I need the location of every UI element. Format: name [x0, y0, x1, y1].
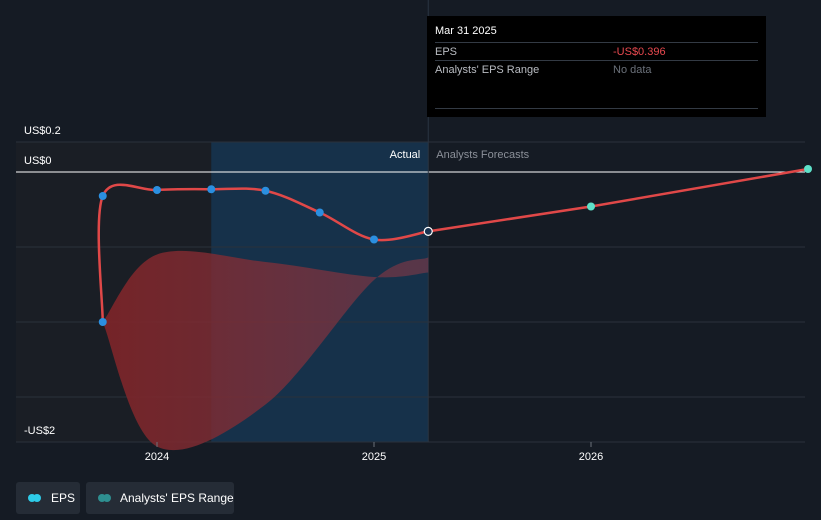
actual-label: Actual — [390, 149, 421, 161]
tooltip-range-label: Analysts' EPS Range — [435, 64, 540, 76]
x-tick-label: 2025 — [362, 451, 386, 463]
tooltip-row-eps: EPS -US$0.396 — [435, 42, 758, 61]
y-tick-label: US$0.2 — [24, 125, 61, 137]
eps-forecast-line — [428, 167, 809, 233]
eps-marker — [207, 185, 216, 194]
eps-markers — [98, 165, 812, 326]
eps-forecast-marker — [587, 202, 595, 211]
eps-marker — [315, 208, 324, 217]
axis-labels: US$0.2 US$0 -US$2 2024 2025 2026 Actual Analyst… — [24, 125, 603, 463]
legend-range-dot-icon-2 — [103, 494, 111, 502]
legend-eps[interactable]: EPS — [16, 482, 80, 514]
x-tick-label: 2024 — [145, 451, 169, 463]
tooltip: Mar 31 2025 EPS -US$0.396 Analysts' EPS … — [427, 16, 766, 117]
eps-marker — [370, 235, 378, 244]
gridlines — [16, 0, 805, 443]
tooltip-date: Mar 31 2025 — [435, 25, 497, 37]
legend-eps-range[interactable]: Analysts' EPS Range — [86, 482, 234, 514]
legend-range-label: Analysts' EPS Range — [120, 491, 234, 505]
legend-range-dot-icon — [98, 494, 106, 502]
legend-eps-dot-icon-2 — [33, 494, 41, 502]
tooltip-range-value: No data — [613, 64, 652, 76]
eps-range-area — [102, 250, 429, 451]
y-tick-label: US$0 — [24, 155, 52, 167]
forecast-label: Analysts Forecasts — [436, 149, 529, 161]
eps-marker — [153, 186, 161, 194]
x-tick-label: 2026 — [579, 451, 603, 463]
eps-marker — [98, 192, 107, 200]
eps-range-band — [102, 250, 429, 451]
eps-forecast-marker-end — [804, 165, 812, 173]
tooltip-divider — [435, 108, 758, 109]
tooltip-row-range: Analysts' EPS Range No data — [435, 60, 758, 79]
y-tick-label: -US$2 — [24, 425, 55, 437]
legend-eps-label: EPS — [51, 491, 76, 505]
eps-marker — [98, 318, 107, 326]
eps-marker-selected — [423, 226, 433, 236]
tooltip-eps-value: -US$0.396 — [613, 46, 666, 58]
eps-marker — [261, 186, 270, 195]
legend-eps-dot-icon — [28, 494, 36, 502]
tooltip-eps-label: EPS — [435, 46, 458, 58]
